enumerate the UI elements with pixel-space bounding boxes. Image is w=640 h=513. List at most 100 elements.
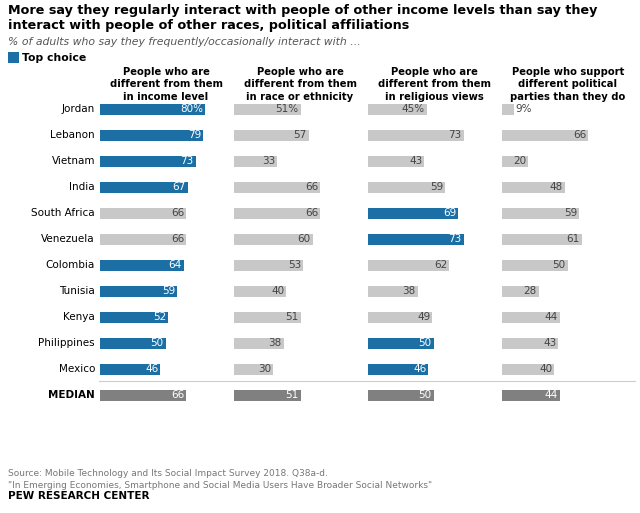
Text: Tunisia: Tunisia — [60, 286, 95, 296]
Bar — [100, 155, 196, 167]
Text: 64: 64 — [168, 260, 182, 270]
Bar — [234, 260, 303, 270]
Bar — [100, 286, 177, 297]
Text: 49: 49 — [417, 312, 430, 322]
Text: 51%: 51% — [276, 104, 299, 114]
Bar — [368, 104, 427, 114]
Text: 40: 40 — [540, 364, 552, 374]
Text: 45%: 45% — [402, 104, 425, 114]
Bar — [502, 389, 559, 401]
Text: 28: 28 — [524, 286, 537, 296]
Text: 59: 59 — [162, 286, 175, 296]
Bar — [368, 207, 458, 219]
Text: 40: 40 — [271, 286, 284, 296]
Text: Vietnam: Vietnam — [51, 156, 95, 166]
Text: People who support
different political
parties than they do: People who support different political p… — [510, 67, 626, 102]
Bar — [234, 182, 321, 192]
Bar — [502, 155, 528, 167]
Text: 66: 66 — [172, 208, 184, 218]
Text: 73: 73 — [449, 130, 461, 140]
Bar — [502, 364, 554, 374]
Text: 46: 46 — [145, 364, 158, 374]
Text: 59: 59 — [564, 208, 577, 218]
Text: 66: 66 — [305, 208, 319, 218]
Text: 53: 53 — [288, 260, 301, 270]
Text: More say they regularly interact with people of other income levels than say the: More say they regularly interact with pe… — [8, 4, 597, 32]
Bar — [234, 207, 321, 219]
Text: 66: 66 — [573, 130, 586, 140]
Text: 50: 50 — [419, 338, 431, 348]
Text: 43: 43 — [409, 156, 422, 166]
Text: 61: 61 — [566, 234, 580, 244]
Bar — [368, 260, 449, 270]
Text: 51: 51 — [285, 390, 299, 400]
Bar — [100, 260, 184, 270]
Bar — [368, 389, 433, 401]
Text: 46: 46 — [413, 364, 426, 374]
Bar — [368, 233, 463, 245]
Text: 60: 60 — [298, 234, 310, 244]
Bar — [100, 311, 168, 323]
Text: 9%: 9% — [516, 104, 532, 114]
Text: People who are
different from them
in income level: People who are different from them in in… — [109, 67, 223, 102]
Text: 66: 66 — [172, 234, 184, 244]
Text: 51: 51 — [285, 312, 299, 322]
Bar — [368, 338, 433, 348]
Bar — [368, 364, 428, 374]
Bar — [234, 233, 312, 245]
Text: 69: 69 — [443, 208, 456, 218]
Bar — [234, 286, 287, 297]
Bar — [502, 104, 514, 114]
Text: Lebanon: Lebanon — [51, 130, 95, 140]
Bar — [100, 364, 160, 374]
Bar — [100, 129, 204, 141]
Text: 67: 67 — [173, 182, 186, 192]
Text: 59: 59 — [430, 182, 444, 192]
Text: 38: 38 — [403, 286, 416, 296]
Bar — [100, 104, 205, 114]
Text: 50: 50 — [552, 260, 566, 270]
Bar — [502, 286, 539, 297]
Text: 44: 44 — [545, 312, 557, 322]
Bar — [368, 155, 424, 167]
Bar — [234, 338, 284, 348]
Bar — [368, 129, 463, 141]
Bar — [100, 389, 186, 401]
Bar — [502, 311, 559, 323]
Text: People who are
different from them
in race or ethnicity: People who are different from them in ra… — [243, 67, 356, 102]
Text: 73: 73 — [180, 156, 194, 166]
Bar — [100, 182, 188, 192]
Text: 44: 44 — [545, 390, 557, 400]
Text: 48: 48 — [550, 182, 563, 192]
Bar — [8, 52, 19, 63]
Text: Mexico: Mexico — [59, 364, 95, 374]
Text: 79: 79 — [188, 130, 202, 140]
Text: Jordan: Jordan — [61, 104, 95, 114]
Text: Source: Mobile Technology and Its Social Impact Survey 2018. Q38a-d.
"In Emergin: Source: Mobile Technology and Its Social… — [8, 469, 432, 490]
Text: % of adults who say they frequently/occasionally interact with ...: % of adults who say they frequently/occa… — [8, 37, 361, 47]
Text: 33: 33 — [262, 156, 275, 166]
Bar — [502, 260, 568, 270]
Text: People who are
different from them
in religious views: People who are different from them in re… — [378, 67, 490, 102]
Text: 38: 38 — [269, 338, 282, 348]
Bar — [502, 233, 582, 245]
Bar — [234, 389, 301, 401]
Text: India: India — [69, 182, 95, 192]
Bar — [368, 286, 418, 297]
Bar — [502, 182, 565, 192]
Bar — [100, 338, 166, 348]
Bar — [368, 311, 432, 323]
Text: 73: 73 — [449, 234, 461, 244]
Bar — [234, 104, 301, 114]
Text: 20: 20 — [513, 156, 526, 166]
Bar — [100, 233, 186, 245]
Text: 62: 62 — [434, 260, 447, 270]
Bar — [502, 338, 558, 348]
Text: Top choice: Top choice — [22, 53, 86, 63]
Bar — [100, 207, 186, 219]
Text: 43: 43 — [543, 338, 556, 348]
Bar — [502, 207, 579, 219]
Text: Colombia: Colombia — [45, 260, 95, 270]
Text: Venezuela: Venezuela — [42, 234, 95, 244]
Text: 80%: 80% — [180, 104, 203, 114]
